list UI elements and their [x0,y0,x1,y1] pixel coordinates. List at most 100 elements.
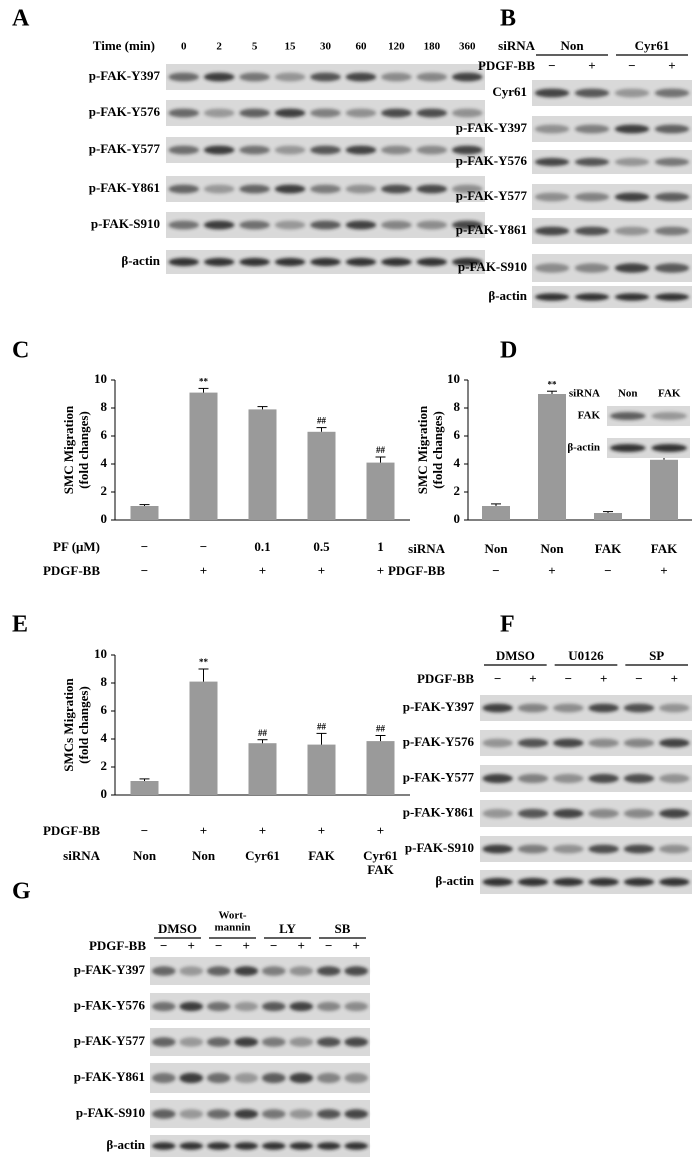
row-value: − [200,539,207,554]
band [614,157,650,167]
band [654,192,690,202]
y-axis-label: SMCs Migration [61,677,76,771]
band [239,145,270,155]
band [381,145,412,155]
bar [248,409,277,520]
band [654,88,690,98]
row-label: p-FAK-Y861 [74,1069,145,1084]
band [517,738,549,748]
y-axis-label: (fold changes) [430,411,445,489]
band [289,966,314,976]
band [206,1001,231,1012]
bar [366,741,395,795]
blot-strip [480,765,692,792]
band [623,808,655,819]
y-tick-label: 2 [454,483,461,498]
lane-label: 15 [285,41,297,53]
band [574,263,610,273]
row-value: Non [540,541,564,556]
bar [594,513,622,520]
group-name: Non [560,38,584,53]
y-tick-label: 6 [454,427,461,442]
header-label: PDGF-BB [417,671,474,686]
y-tick-label: 2 [101,483,108,498]
bar [130,781,159,795]
band [261,1109,286,1119]
row-label: FAK [578,410,601,422]
lane-label: + [529,671,536,686]
band [151,1072,176,1084]
row-value: + [377,823,384,838]
band [168,257,199,267]
band [274,257,306,267]
lane-label: + [588,58,595,73]
y-tick-label: 10 [447,371,460,386]
band [310,257,341,267]
row-label: β-actin [435,873,474,888]
row-label: p-FAK-Y576 [403,734,475,749]
lane-label: 120 [388,41,405,53]
band [517,844,549,854]
bar [650,459,678,520]
band [289,1072,314,1084]
lane-label: − [548,58,555,73]
band [381,220,412,230]
band [239,184,270,194]
row-value: − [604,563,611,578]
band [345,257,377,267]
row-value: + [377,563,384,578]
band [553,773,584,784]
band [452,145,483,155]
band [623,773,655,784]
band [659,808,690,819]
panel-letter: G [12,879,31,905]
bar [307,431,336,520]
band [316,1001,341,1012]
band [239,72,270,82]
row-label: p-FAK-Y861 [89,180,160,195]
band [151,1001,176,1012]
y-tick-label: 0 [454,511,461,526]
band [452,108,483,118]
band [151,1142,176,1150]
band [274,184,306,194]
band [588,877,619,887]
row-value: Cyr61 [363,848,398,863]
row-label: p-FAK-Y397 [89,68,161,83]
band [168,220,199,230]
header-label: PDGF-BB [89,938,146,953]
row-value: FAK [651,541,678,556]
band [609,444,646,452]
header-label: PDGF-BB [478,58,535,73]
band [151,1037,176,1047]
row-value: + [660,563,667,578]
band [261,1001,286,1012]
lane-label: − [270,938,277,953]
row-label: p-FAK-Y861 [456,222,527,237]
lane-label: 180 [424,41,441,53]
row-label: p-FAK-S910 [76,1105,145,1120]
band [234,1109,259,1119]
y-tick-label: 0 [101,786,108,801]
band [179,1142,204,1150]
band [168,184,199,194]
lane-label: 60 [355,41,367,53]
band [261,1072,286,1084]
band [452,184,483,194]
band [588,738,619,748]
row-label: Cyr61 [492,84,527,99]
band [239,257,270,267]
blot-strip [532,286,692,308]
y-axis-label: SMC Migration [61,405,76,494]
lane-label: 0 [181,41,187,53]
band [316,1072,341,1084]
annotation: ## [376,724,386,734]
row-value: + [259,563,266,578]
blot-strip [480,836,692,862]
row-value: − [141,823,148,838]
band [381,108,412,118]
band [345,184,377,194]
band [614,124,650,134]
band [574,88,610,98]
band [345,145,377,155]
